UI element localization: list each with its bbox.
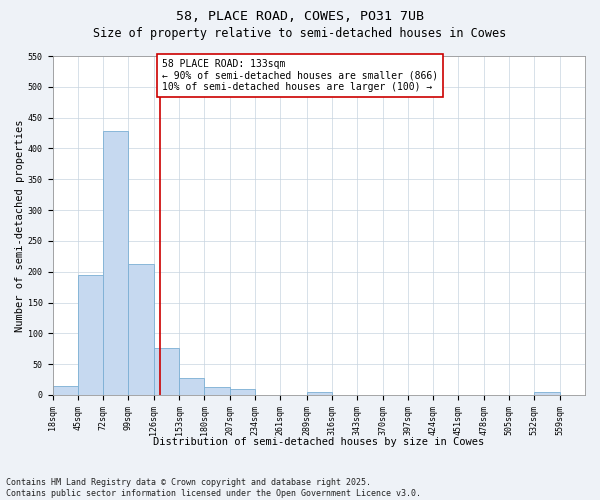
Bar bbox=[535, 392, 560, 395]
Bar bbox=[78, 276, 103, 395]
Y-axis label: Number of semi-detached properties: Number of semi-detached properties bbox=[15, 119, 25, 332]
Text: 58, PLACE ROAD, COWES, PO31 7UB: 58, PLACE ROAD, COWES, PO31 7UB bbox=[176, 10, 424, 23]
Text: Size of property relative to semi-detached houses in Cowes: Size of property relative to semi-detach… bbox=[94, 28, 506, 40]
Text: Contains HM Land Registry data © Crown copyright and database right 2025.
Contai: Contains HM Land Registry data © Crown c… bbox=[6, 478, 421, 498]
Bar bbox=[307, 392, 332, 395]
Bar bbox=[154, 348, 179, 395]
Bar bbox=[128, 264, 154, 395]
Bar bbox=[205, 387, 230, 395]
Bar bbox=[53, 386, 78, 395]
Bar bbox=[103, 131, 128, 395]
Bar bbox=[230, 389, 255, 395]
Text: 58 PLACE ROAD: 133sqm
← 90% of semi-detached houses are smaller (866)
10% of sem: 58 PLACE ROAD: 133sqm ← 90% of semi-deta… bbox=[162, 59, 439, 92]
Bar bbox=[179, 378, 205, 395]
X-axis label: Distribution of semi-detached houses by size in Cowes: Distribution of semi-detached houses by … bbox=[153, 438, 484, 448]
